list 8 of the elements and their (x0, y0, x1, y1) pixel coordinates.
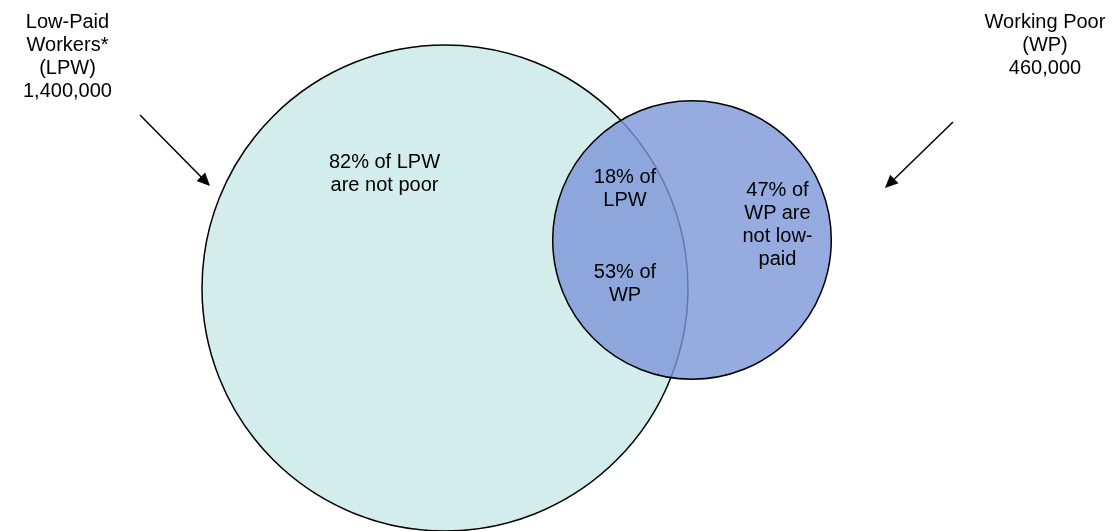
data-label: 1,400,000 (23, 79, 112, 101)
text: 82% of LPW are not poor (327, 150, 442, 196)
text: 18% of LPW (592, 165, 658, 211)
category-label: Low-Paid Workers* (LPW) (25, 10, 110, 78)
text: 53% of WP (592, 260, 658, 306)
data-label: 460,000 (1008, 56, 1082, 78)
category-label: Working Poor (WP) (984, 10, 1106, 55)
text: 47% of WP are not low-paid (741, 178, 814, 270)
